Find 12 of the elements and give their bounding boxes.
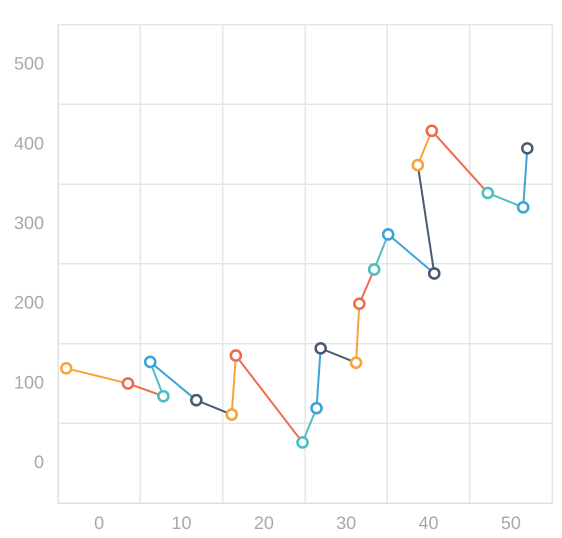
x-tick-label: 40: [418, 512, 439, 533]
x-tick-label: 50: [500, 512, 521, 533]
y-tick-label: 100: [14, 372, 44, 392]
x-tick-label: 30: [336, 512, 356, 533]
y-tick-label: 200: [14, 292, 44, 313]
x-tick-label: 20: [254, 512, 274, 533]
x-tick-label: 0: [94, 512, 104, 533]
y-tick-label: 300: [14, 213, 44, 234]
y-tick-label: 500: [14, 54, 44, 74]
y-tick-label: 0: [34, 452, 44, 472]
x-tick-label: 10: [171, 512, 192, 533]
y-tick-label: 400: [14, 133, 44, 154]
